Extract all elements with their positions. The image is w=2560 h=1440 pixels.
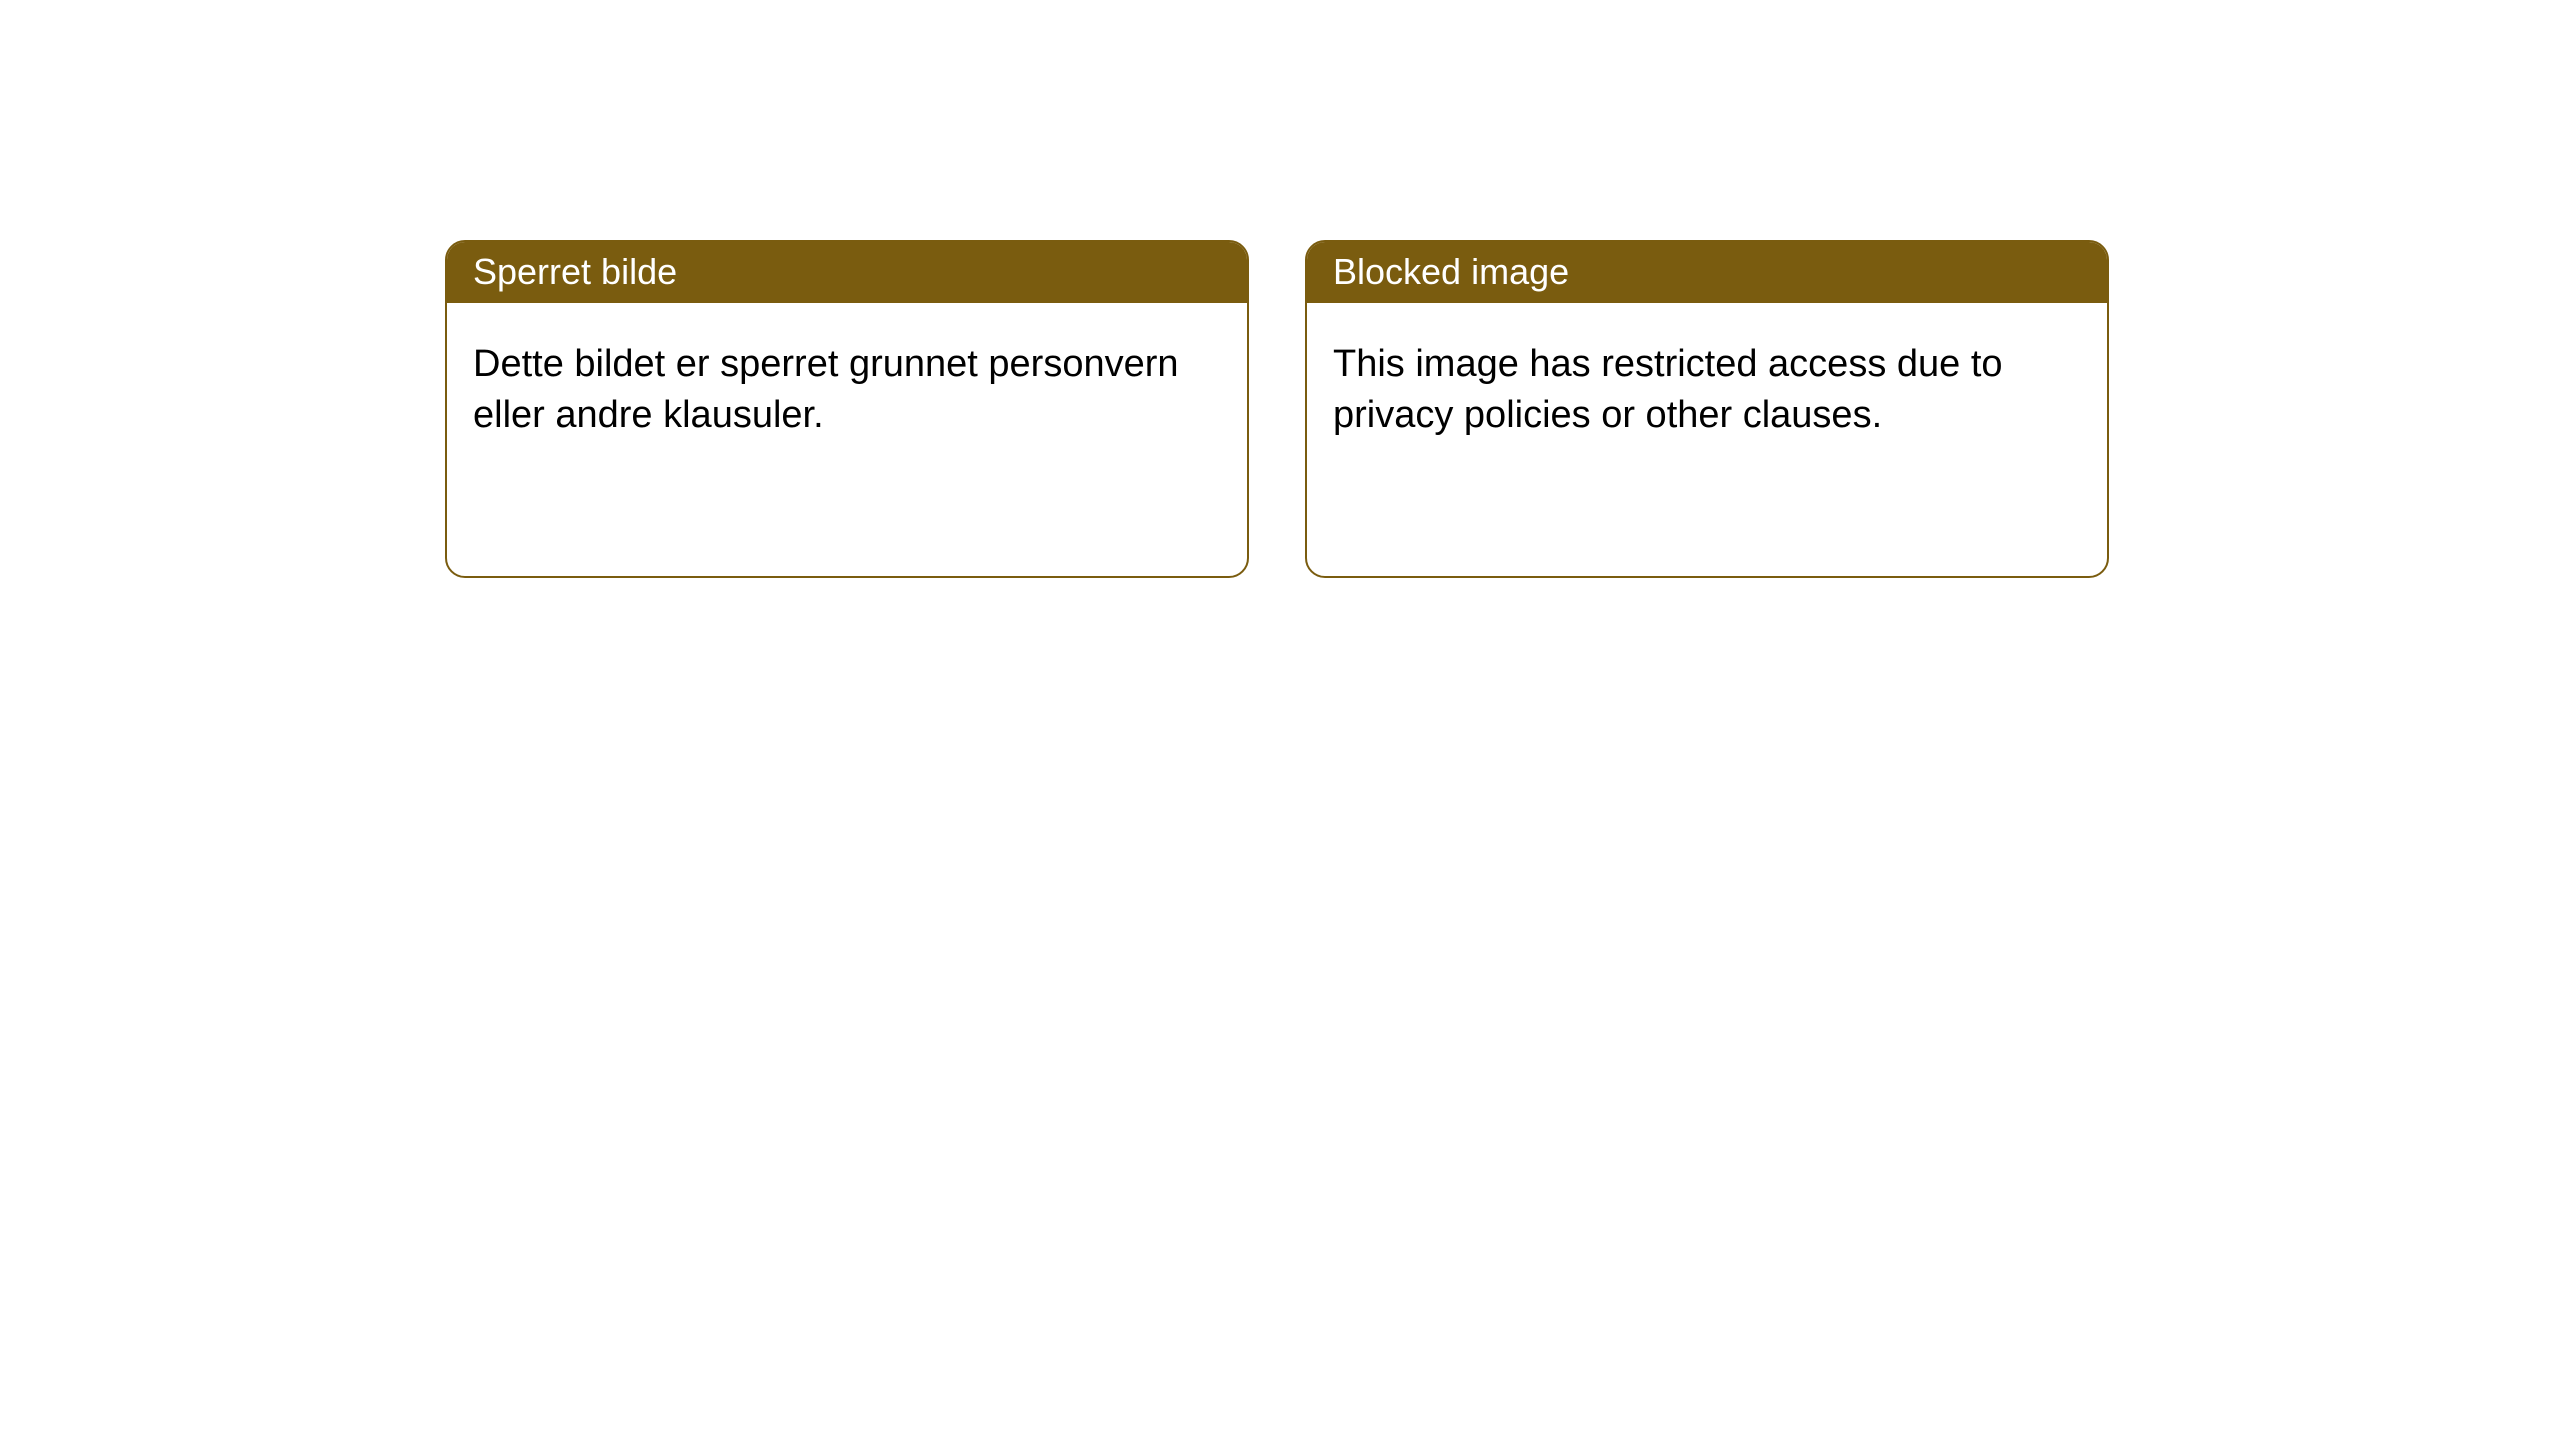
notice-card-body: Dette bildet er sperret grunnet personve… <box>447 303 1247 468</box>
notice-card-english: Blocked image This image has restricted … <box>1305 240 2109 578</box>
notice-cards-container: Sperret bilde Dette bildet er sperret gr… <box>0 0 2560 578</box>
notice-card-norwegian: Sperret bilde Dette bildet er sperret gr… <box>445 240 1249 578</box>
notice-card-title: Sperret bilde <box>447 242 1247 303</box>
notice-card-title: Blocked image <box>1307 242 2107 303</box>
notice-card-body: This image has restricted access due to … <box>1307 303 2107 468</box>
